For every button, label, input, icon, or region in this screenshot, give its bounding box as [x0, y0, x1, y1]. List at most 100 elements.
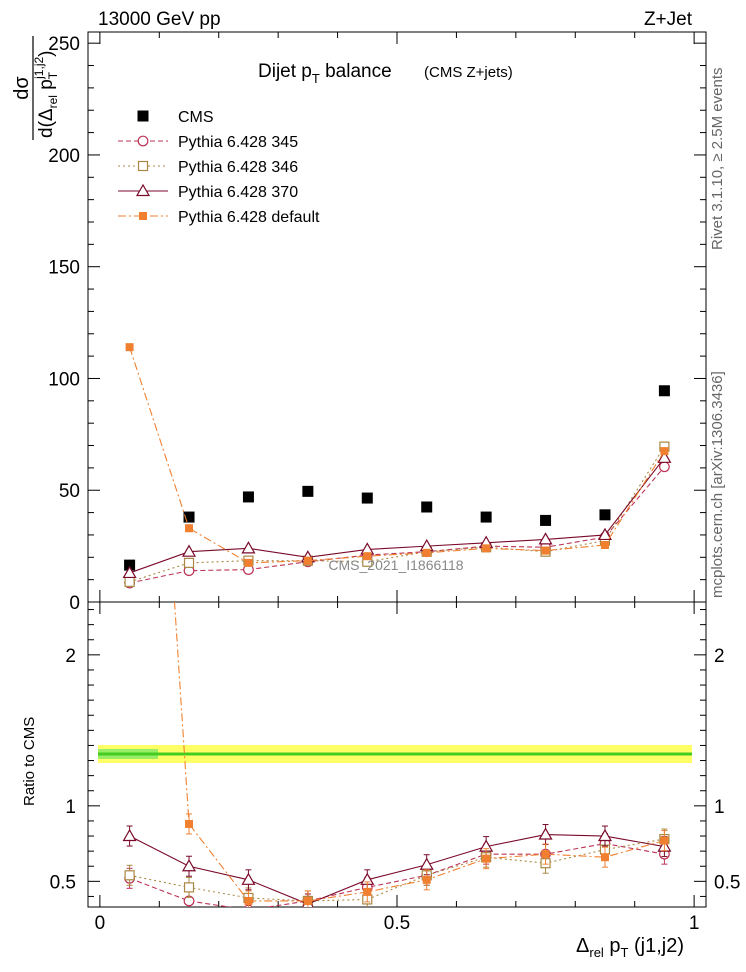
- x-axis-label: Δrel pT (j1,j2): [576, 935, 684, 960]
- side-label-bottom: mcplots.cern.ch [arXiv:1306.3436]: [709, 371, 726, 598]
- series-line-p370: [129, 457, 665, 574]
- point-pdef: [363, 552, 372, 561]
- y-tick-label-ratio-right: 2: [714, 646, 725, 667]
- side-label-top: Rivet 3.1.10, ≥ 2.5M events: [709, 68, 726, 251]
- point-pdef: [244, 558, 253, 567]
- ratio-point-pdef: [541, 850, 550, 859]
- legend-marker-pdef: [139, 212, 147, 220]
- ratio-point-p346: [124, 870, 135, 881]
- legend-item-pdef: Pythia 6.428 default: [118, 209, 320, 226]
- point-p370: [538, 532, 553, 545]
- ratio-series-pdef: [173, 602, 669, 907]
- point-pdef: [125, 343, 134, 352]
- x-tick-label: 0: [95, 913, 106, 934]
- point-pdef: [660, 447, 669, 456]
- ratio-point-pdef: [422, 875, 431, 884]
- point-cms: [183, 511, 195, 523]
- point-pdef: [303, 556, 312, 565]
- header-right: Z+Jet: [644, 9, 693, 30]
- ratio-line-pdef: [173, 602, 665, 902]
- x-tick-label: 1: [689, 913, 700, 934]
- x-tick-label: 0.5: [384, 913, 410, 934]
- series-line-p346: [129, 446, 665, 583]
- point-cms: [599, 509, 611, 521]
- series-p370: [122, 450, 672, 579]
- ratio-point-pdef: [185, 819, 194, 828]
- ratio-point-p370: [241, 872, 256, 885]
- point-pdef: [422, 548, 431, 557]
- main-series-layer: [122, 343, 672, 589]
- point-p370: [597, 527, 613, 541]
- legend-marker-cms: [137, 110, 149, 122]
- legend-label-p345: Pythia 6.428 345: [178, 134, 298, 151]
- ratio-point-pdef: [303, 896, 312, 905]
- legend-item-p346: Pythia 6.428 346: [118, 159, 298, 176]
- ratio-point-p370: [538, 827, 553, 840]
- ratio-point-pdef: [244, 896, 253, 905]
- point-p370: [241, 541, 256, 554]
- axes: 0 0.5 1 0 50 100 150 200 250 0.5 0.5 1 1 2 2: [48, 32, 740, 934]
- point-p370: [657, 450, 672, 463]
- point-cms: [421, 501, 433, 513]
- point-p370: [181, 544, 197, 557]
- ratio-point-pdef: [363, 887, 372, 896]
- legend-label-pdef: Pythia 6.428 default: [178, 209, 320, 226]
- series-cms: [124, 385, 670, 571]
- ratio-uncertainty-band: [98, 745, 692, 763]
- series-line-pdef: [129, 347, 665, 564]
- point-cms: [480, 511, 492, 523]
- ratio-point-pdef: [482, 854, 491, 863]
- point-pdef: [541, 546, 550, 555]
- chart-title: Dijet pT balance: [258, 61, 392, 86]
- legend-marker-p346: [137, 160, 149, 172]
- legend-label-p346: Pythia 6.428 346: [178, 159, 298, 176]
- chart-title-note: (CMS Z+jets): [424, 64, 513, 81]
- y-tick-label-main: 200: [48, 146, 80, 167]
- y-tick-label-main: 100: [48, 369, 80, 390]
- point-pdef: [600, 541, 609, 549]
- point-p370: [122, 565, 137, 579]
- legend-label-cms: CMS: [178, 109, 214, 126]
- point-cms: [540, 514, 552, 526]
- point-cms: [361, 492, 373, 504]
- ratio-point-p370: [122, 828, 137, 842]
- y-tick-label-ratio: 0.5: [50, 872, 76, 893]
- ratio-series-layer: [122, 602, 672, 907]
- ratio-point-p346: [183, 882, 195, 893]
- legend-marker-p345: [137, 135, 149, 147]
- point-p346: [183, 557, 195, 568]
- header-left: 13000 GeV pp: [98, 9, 221, 30]
- legend: CMS Pythia 6.428 345 Pythia 6.428 346 Pythi…: [118, 109, 320, 226]
- y-tick-label-ratio-right: 1: [714, 797, 725, 818]
- ratio-point-p370: [597, 828, 613, 842]
- legend-item-p370: Pythia 6.428 370: [118, 183, 298, 201]
- ratio-point-p370: [181, 859, 197, 872]
- y-tick-label-ratio-right: 0.5: [714, 872, 740, 893]
- y-tick-label-main: 250: [48, 34, 80, 55]
- y-tick-label-ratio: 2: [65, 646, 76, 667]
- ratio-point-pdef: [660, 836, 669, 845]
- series-line-p345: [129, 466, 665, 584]
- y-axis-label: dσ d(Δrel pTj1,j2): [11, 36, 60, 140]
- point-cms: [124, 559, 136, 571]
- y-tick-label-main: 150: [48, 258, 80, 279]
- y-label-numerator: dσ: [11, 76, 33, 100]
- ratio-line-p346: [129, 838, 665, 902]
- y-tick-label-ratio: 1: [65, 797, 76, 818]
- ratio-line-p370: [129, 833, 665, 905]
- point-p346: [124, 576, 135, 587]
- point-cms: [242, 491, 254, 503]
- ratio-line-p345: [129, 843, 665, 907]
- y-tick-label-main: 50: [59, 481, 80, 502]
- analysis-watermark: CMS_2021_I1866118: [328, 557, 463, 573]
- series-pdef: [125, 343, 669, 567]
- y-tick-label-main: 0: [69, 593, 80, 614]
- ratio-point-pdef: [600, 853, 609, 862]
- point-pdef: [185, 524, 194, 533]
- legend-item-cms: CMS: [137, 109, 214, 126]
- point-cms: [658, 385, 670, 397]
- ratio-y-label: Ratio to CMS: [21, 717, 38, 806]
- point-pdef: [482, 544, 491, 553]
- legend-marker-p370: [135, 183, 151, 197]
